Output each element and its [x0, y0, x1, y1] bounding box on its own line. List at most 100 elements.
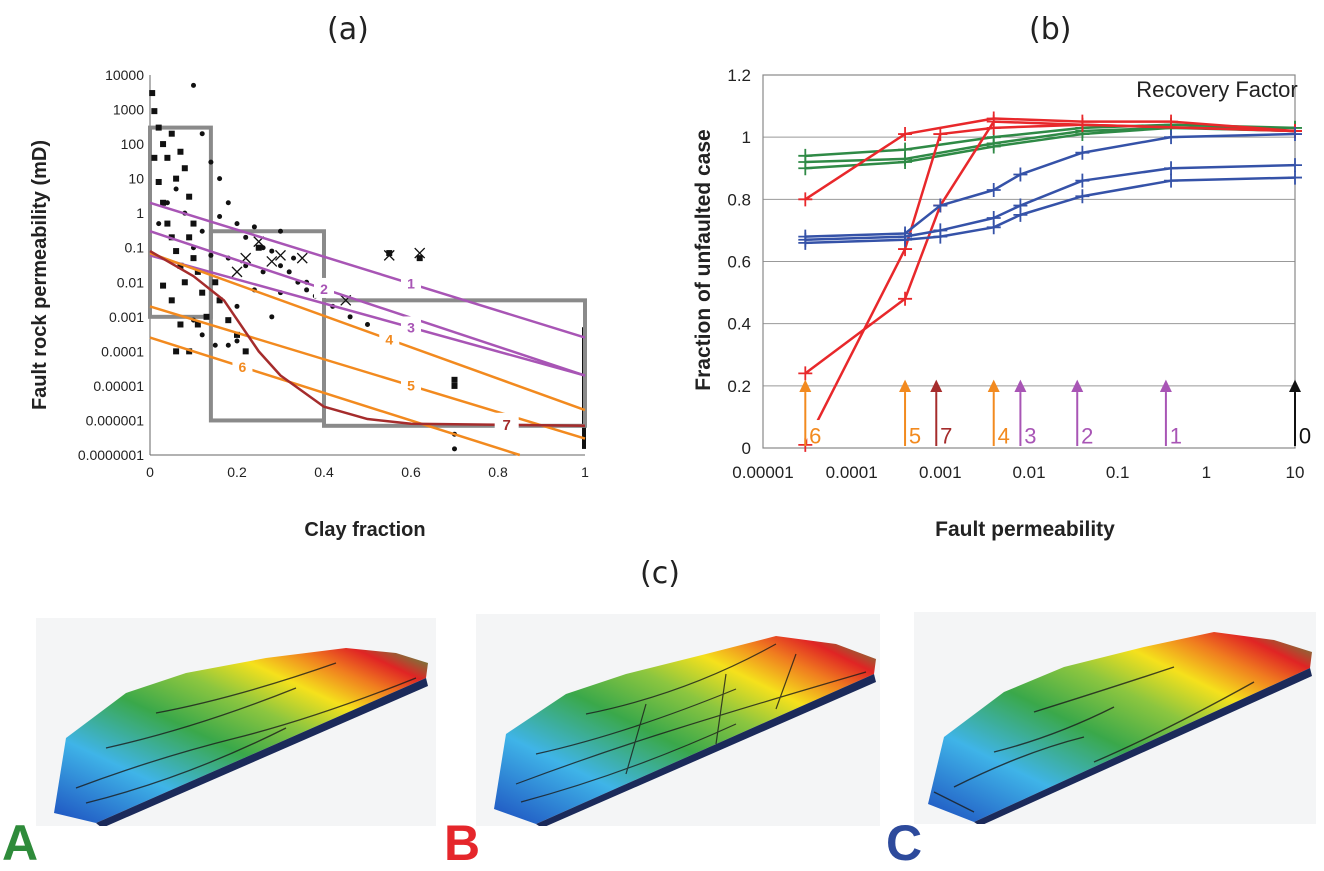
chart-a-y-tick: 1 — [136, 205, 144, 221]
chart-a-ticks: 0 0.2 0.4 0.6 0.8 1 10000 1000 100 10 1 0.1 0.01 0.00… — [78, 67, 589, 480]
chart-a-dot-point — [251, 224, 257, 230]
chart-a-square-point — [194, 268, 201, 275]
chart-b-arrow-label-bg — [1167, 420, 1186, 445]
chart-b-y-tick: 0.6 — [727, 253, 751, 272]
chart-b-point-marker — [798, 192, 813, 207]
chart-a-square-point — [216, 297, 223, 304]
chart-a-dot-point — [217, 176, 223, 182]
chart-b-point-marker — [898, 291, 913, 306]
chart-b-point-marker — [898, 127, 913, 142]
chart-a-points — [149, 82, 458, 452]
chart-a-dot-point — [291, 255, 297, 261]
chart-b-series-line — [804, 123, 1296, 446]
chart-a-square-point — [173, 348, 180, 355]
chart-b-arrow-label: 1 — [1170, 423, 1182, 448]
chart-b-y-tick: 1.2 — [727, 66, 751, 85]
chart-a-y-tick: 0.0001 — [101, 343, 144, 359]
chart-a-line-label: 7 — [503, 417, 511, 434]
chart-b-x-tick: 0.0001 — [826, 463, 878, 482]
chart-a-dot-point — [347, 314, 353, 320]
chart-a-line-label: 6 — [239, 359, 247, 375]
chart-b-y-tick: 0 — [742, 439, 751, 458]
chart-a-dot-point — [278, 228, 283, 234]
chart-b-x-tick: 0.001 — [919, 463, 962, 482]
chart-a-square-point — [451, 376, 458, 383]
chart-b-grid — [762, 74, 1296, 449]
chart-b-series-line — [804, 117, 1296, 201]
chart-a-square-point — [212, 279, 219, 286]
chart-b-y-tick: 0.4 — [727, 315, 751, 334]
chart-a-dot-point — [234, 303, 240, 309]
chart-b-arrow-label: 3 — [1024, 423, 1036, 448]
chart-a-square-point — [149, 90, 156, 97]
chart-a-square-point — [164, 220, 171, 227]
chart-a-square-point — [203, 313, 210, 320]
chart-a-square-point — [190, 220, 197, 227]
chart-a-square-point — [451, 382, 458, 389]
chart-a-dot-point — [156, 221, 162, 227]
chart-a-y-tick: 0.00001 — [93, 378, 144, 394]
chart-b-arrow-label: 4 — [998, 423, 1010, 448]
chart-a-x-tick: 0.6 — [401, 464, 421, 480]
chart-b-arrow-label-bg — [995, 420, 1014, 445]
panel-b-label: (b) — [1029, 12, 1072, 47]
chart-a-dot-point — [208, 252, 214, 258]
chart-a-cross-point — [266, 256, 278, 267]
chart-a-dot-point — [212, 342, 218, 348]
chart-a-square-point — [155, 178, 162, 185]
chart-a-plot — [149, 75, 586, 456]
chart-b-arrow-label-bg — [1022, 420, 1041, 445]
chart-a-dot-point — [243, 234, 249, 240]
chart-a-xlabel: Clay fraction — [304, 519, 425, 541]
chart-b-arrow-label: 5 — [909, 423, 921, 448]
chart-b-arrow-head — [1289, 379, 1301, 393]
chart-a-x-tick: 0.2 — [227, 464, 247, 480]
chart-a-cross-point — [383, 249, 395, 261]
chart-a-square-point — [177, 148, 184, 155]
chart-a-square-point — [173, 175, 180, 182]
chart-b-y-tick: 0.8 — [727, 190, 751, 209]
chart-b-series-line — [805, 123, 1296, 158]
chart-a-square-point — [190, 255, 197, 262]
chart-a-line-label-bg — [232, 355, 253, 376]
chart-a-line-label-bg — [401, 316, 421, 337]
chart-a-square-point — [199, 289, 206, 296]
chart-a-ylabel: Fault rock permeability (mD) — [29, 140, 51, 410]
chart-a-dot-point — [191, 82, 196, 88]
panel-c-label: (c) — [640, 556, 680, 591]
chart-a-square-point — [151, 108, 158, 115]
chart-a-cross-point — [275, 249, 286, 261]
chart-a-square-point — [151, 154, 158, 161]
model-a-letter: A — [2, 815, 39, 871]
chart-a-y-tick: 0.000001 — [86, 412, 145, 428]
chart-a-dot-point — [225, 342, 231, 348]
chart-a-dot-point — [234, 221, 240, 227]
chart-a-square-point — [186, 234, 193, 241]
model-b-letter: B — [444, 815, 481, 871]
chart-b-series-line — [805, 176, 1296, 245]
chart-a-dot-point — [304, 287, 310, 293]
chart-b-arrow-head — [799, 379, 812, 393]
chart-a-y-tick: 1000 — [113, 102, 144, 118]
chart-b-arrow-label-bg — [907, 420, 926, 445]
chart-a-line-label-bg — [314, 277, 334, 298]
chart-a-line-label-bg — [494, 412, 519, 435]
chart-a-dot-point — [217, 214, 223, 220]
chart-b-point-marker — [1013, 207, 1028, 222]
chart-a-line-label-bg — [401, 272, 421, 293]
chart-b-series-line — [805, 126, 1296, 164]
chart-b-arrow-head — [987, 379, 1000, 393]
model-c-render — [914, 612, 1316, 826]
model-b-render — [476, 614, 880, 828]
chart-b-point-marker — [898, 155, 913, 170]
chart-a-dot-point — [208, 159, 214, 165]
chart-b-point-marker — [1075, 145, 1090, 160]
chart-a-x-tick: 0.8 — [488, 464, 508, 480]
chart-a-square-point — [194, 321, 201, 328]
chart-a-square-point — [234, 331, 240, 338]
chart-b-arrow-head — [899, 379, 912, 393]
chart-b-point-marker — [898, 232, 913, 247]
chart-a-y-tick: 0.01 — [117, 274, 144, 290]
chart-b-point-marker — [1164, 173, 1179, 188]
